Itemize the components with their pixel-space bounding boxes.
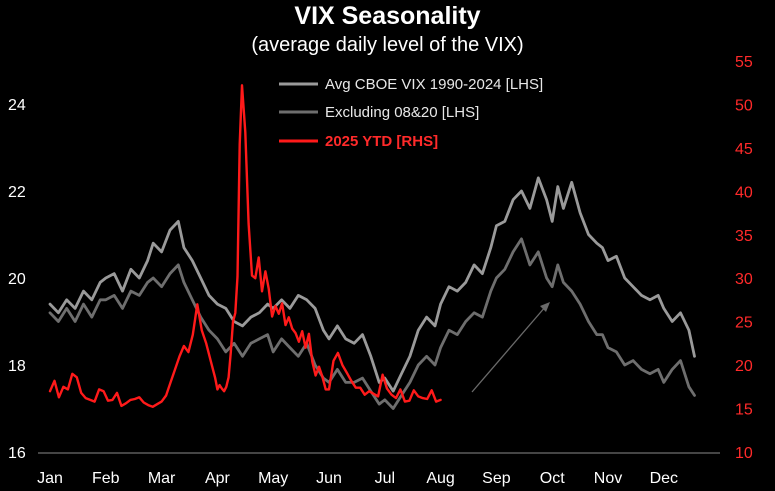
legend-label: Avg CBOE VIX 1990-2024 [LHS] <box>325 76 543 93</box>
legend-label: 2025 YTD [RHS] <box>325 133 438 150</box>
x-tick-label: Jun <box>316 470 342 487</box>
left-tick-label: 22 <box>8 184 26 201</box>
left-tick-label: 24 <box>8 97 26 114</box>
x-tick-label: Dec <box>650 470 678 487</box>
right-tick-label: 20 <box>735 358 753 375</box>
trend-arrow-head <box>540 302 550 312</box>
x-tick-label: Jul <box>375 470 395 487</box>
right-tick-label: 35 <box>735 228 753 245</box>
plot-area <box>48 84 696 410</box>
left-y-axis: 16 18 20 22 24 <box>8 97 26 462</box>
series-line-3 <box>48 84 442 408</box>
right-tick-label: 30 <box>735 271 753 288</box>
x-tick-label: Mar <box>148 470 176 487</box>
right-tick-label: 50 <box>735 97 753 114</box>
x-tick-label: Jan <box>37 470 63 487</box>
right-tick-label: 55 <box>735 54 753 71</box>
x-tick-label: Oct <box>540 470 565 487</box>
x-tick-label: Aug <box>426 470 454 487</box>
x-tick-label: Feb <box>92 470 120 487</box>
left-tick-label: 16 <box>8 445 26 462</box>
x-tick-label: Nov <box>594 470 622 487</box>
right-tick-label: 15 <box>735 402 753 419</box>
chart-title: VIX Seasonality <box>294 2 481 30</box>
legend-label: Excluding 08&20 [LHS] <box>325 104 479 121</box>
series-line-2 <box>48 237 696 410</box>
chart-subtitle: (average daily level of the VIX) <box>251 34 524 56</box>
x-tick-label: Apr <box>205 470 231 487</box>
left-tick-label: 18 <box>8 358 26 375</box>
right-tick-label: 10 <box>735 445 753 462</box>
right-tick-label: 40 <box>735 184 753 201</box>
right-tick-label: 25 <box>735 315 753 332</box>
x-axis: Jan Feb Mar Apr May Jun Jul Aug Sep Oct Nov Dec <box>37 452 720 487</box>
x-tick-label: Sep <box>482 470 511 487</box>
right-tick-label: 45 <box>735 141 753 158</box>
series-line-1 <box>48 176 696 393</box>
left-tick-label: 20 <box>8 271 26 288</box>
legend: Avg CBOE VIX 1990-2024 [LHS] Excluding 08… <box>279 76 543 150</box>
right-y-axis: 10 15 20 25 30 35 40 45 50 55 <box>735 54 753 462</box>
x-tick-label: May <box>258 470 288 487</box>
trend-arrow <box>471 305 547 393</box>
